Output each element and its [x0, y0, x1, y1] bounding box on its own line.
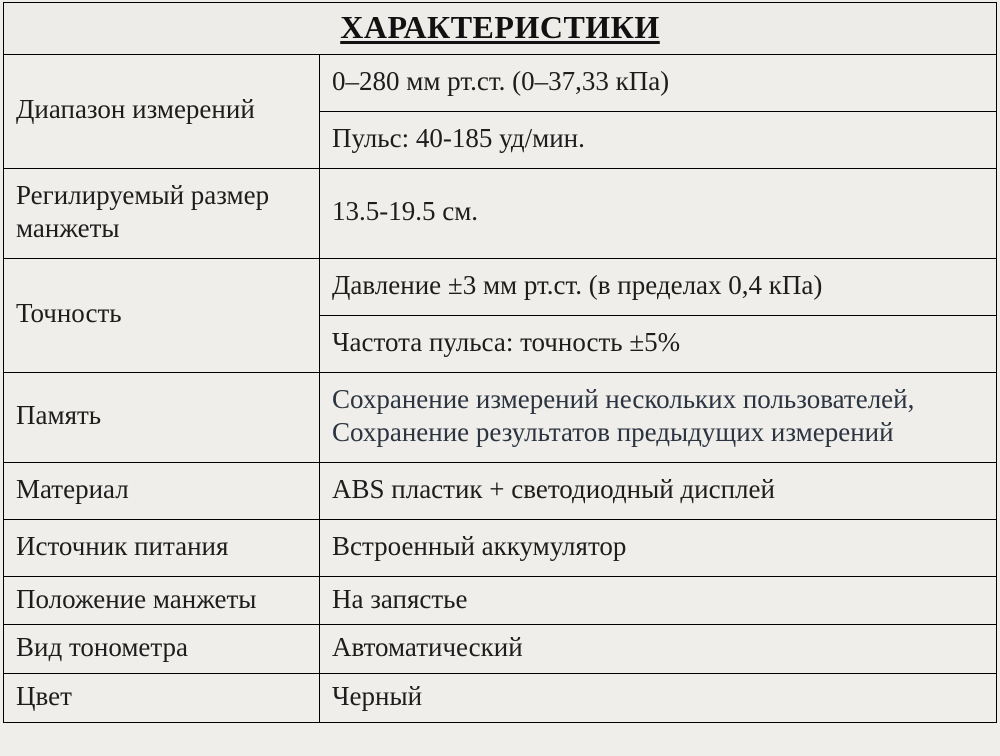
row-label-power-source: Источник питания [4, 519, 320, 576]
row-label-cuff-size: Регилируемый размер манжеты [4, 168, 320, 259]
row-value: Автоматический [320, 625, 997, 674]
row-label-tonometer-type: Вид тонометра [4, 625, 320, 674]
row-value: 13.5-19.5 см. [320, 168, 997, 259]
row-label-measurement-range: Диапазон измерений [4, 55, 320, 169]
row-value: Давление ±3 мм рт.ст. (в пределах 0,4 кП… [320, 259, 997, 316]
specifications-table: ХАРАКТЕРИСТИКИ Диапазон измерений 0–280 … [3, 2, 997, 723]
row-label-memory: Память [4, 372, 320, 463]
row-value: Черный [320, 674, 997, 723]
row-value: 0–280 мм рт.ст. (0–37,33 кПа) [320, 55, 997, 112]
row-label-accuracy: Точность [4, 259, 320, 373]
table-row: Вид тонометра Автоматический [4, 625, 997, 674]
table-row: Память Сохранение измерений нескольких п… [4, 372, 997, 463]
table-row: Точность Давление ±3 мм рт.ст. (в предел… [4, 259, 997, 316]
page: ХАРАКТЕРИСТИКИ Диапазон измерений 0–280 … [0, 2, 1000, 756]
table-row: Цвет Черный [4, 674, 997, 723]
row-value: Сохранение измерений нескольких пользова… [320, 372, 997, 463]
table-row: Материал ABS пластик + светодиодный дисп… [4, 463, 997, 520]
row-value: На запястье [320, 576, 997, 625]
table-row: Диапазон измерений 0–280 мм рт.ст. (0–37… [4, 55, 997, 112]
row-label-cuff-position: Положение манжеты [4, 576, 320, 625]
row-label-material: Материал [4, 463, 320, 520]
table-row: Регилируемый размер манжеты 13.5-19.5 см… [4, 168, 997, 259]
row-value: Встроенный аккумулятор [320, 519, 997, 576]
row-value: Пульс: 40-185 уд/мин. [320, 111, 997, 168]
table-row: Положение манжеты На запястье [4, 576, 997, 625]
table-row: Источник питания Встроенный аккумулятор [4, 519, 997, 576]
row-value: ABS пластик + светодиодный дисплей [320, 463, 997, 520]
table-body: Диапазон измерений 0–280 мм рт.ст. (0–37… [4, 55, 997, 723]
row-label-color: Цвет [4, 674, 320, 723]
table-title: ХАРАКТЕРИСТИКИ [4, 3, 997, 55]
row-value: Частота пульса: точность ±5% [320, 315, 997, 372]
